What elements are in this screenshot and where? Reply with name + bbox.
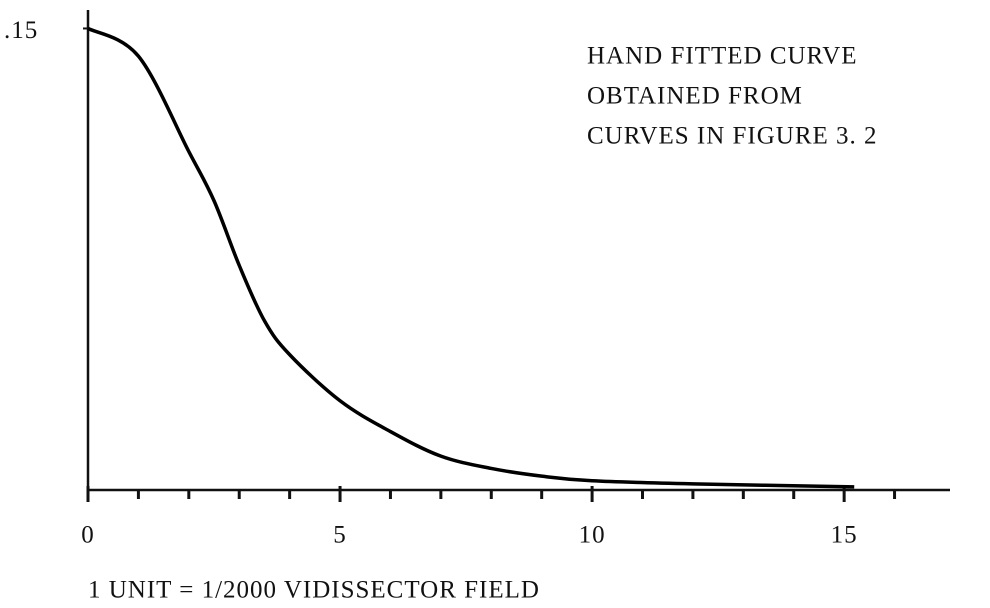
annotation: HAND FITTED CURVE — [587, 43, 858, 70]
x-tick-label: 0 — [81, 522, 95, 549]
x-tick-label: 5 — [333, 522, 347, 549]
annotation: OBTAINED FROM — [587, 83, 803, 110]
annotation: CURVES IN FIGURE 3. 2 — [587, 123, 878, 150]
x-axis-label: 1 UNIT = 1/2000 VIDISSECTOR FIELD — [88, 577, 540, 604]
x-tick-label: 15 — [831, 522, 858, 549]
y-tick-label: .15 — [4, 17, 38, 44]
x-tick-label: 10 — [579, 522, 606, 549]
curve — [87, 26, 855, 489]
